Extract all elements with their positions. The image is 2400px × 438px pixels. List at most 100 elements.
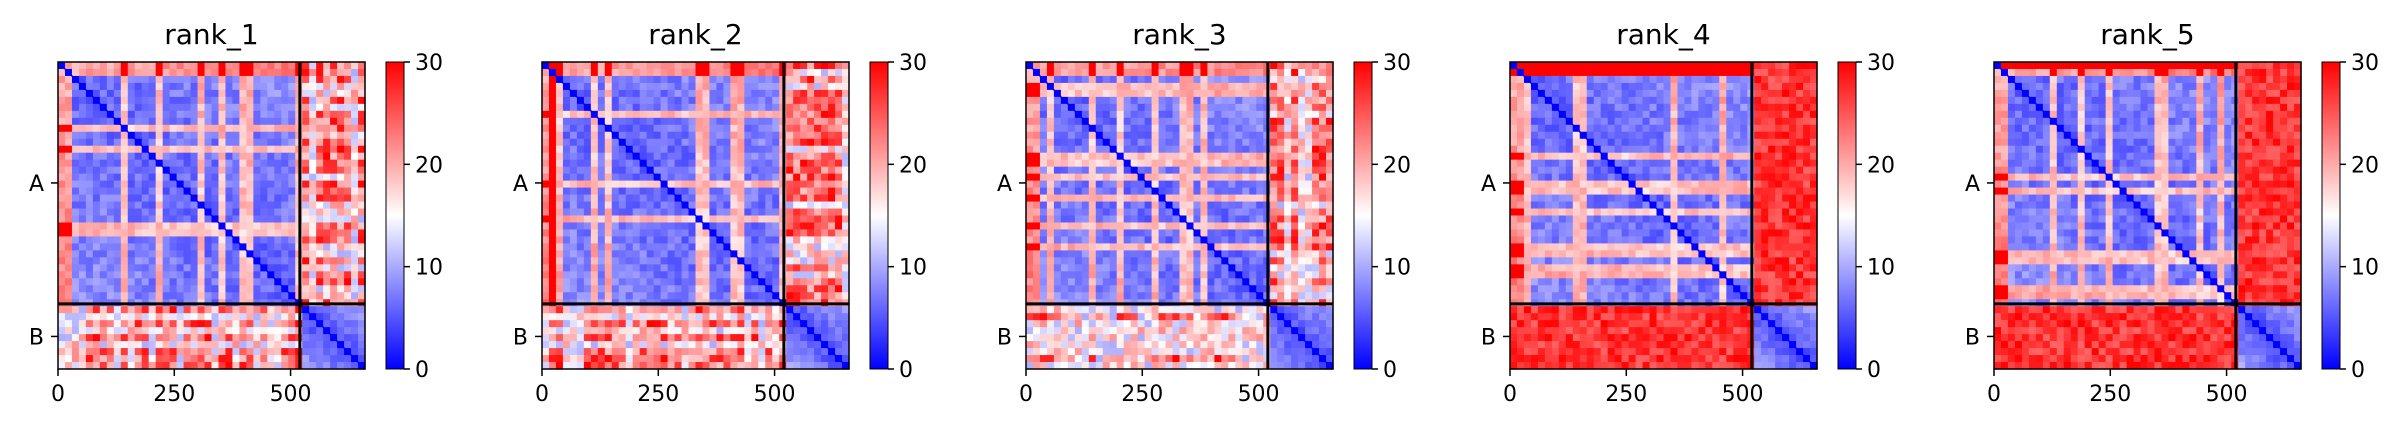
heatmap-cell bbox=[155, 341, 164, 349]
heatmap-cell bbox=[148, 82, 157, 91]
heatmap-cell bbox=[730, 138, 738, 147]
heatmap-cell bbox=[716, 187, 725, 196]
heatmap-cell bbox=[134, 341, 143, 349]
heatmap-cell bbox=[1151, 208, 1160, 217]
heatmap-cell bbox=[176, 313, 185, 321]
heatmap-cell bbox=[148, 110, 157, 119]
heatmap-cell bbox=[99, 306, 108, 314]
heatmap-cell bbox=[604, 348, 613, 356]
heatmap-cell bbox=[1158, 159, 1167, 168]
heatmap-cell bbox=[646, 229, 655, 238]
heatmap-cell bbox=[723, 271, 731, 279]
heatmap-cell bbox=[330, 110, 338, 119]
heatmap-cell bbox=[58, 334, 66, 342]
heatmap-cell bbox=[723, 306, 731, 314]
heatmap-cell bbox=[730, 327, 738, 335]
heatmap-cell bbox=[562, 138, 571, 147]
heatmap-cell bbox=[842, 208, 850, 217]
heatmap-cell bbox=[1088, 215, 1097, 224]
heatmap-cell bbox=[162, 124, 171, 133]
heatmap-cell bbox=[330, 180, 338, 189]
heatmap-cell bbox=[695, 187, 704, 196]
heatmap-cell bbox=[1221, 180, 1229, 189]
heatmap-cell bbox=[1123, 75, 1132, 84]
heatmap-cell bbox=[351, 222, 359, 231]
heatmap-cell bbox=[85, 166, 94, 175]
heatmap-cell bbox=[695, 334, 704, 342]
heatmap-cell bbox=[709, 82, 718, 91]
heatmap-cell bbox=[730, 334, 738, 342]
heatmap-cell bbox=[590, 341, 599, 349]
heatmap-cell bbox=[1130, 145, 1139, 154]
heatmap-cell bbox=[1228, 96, 1236, 105]
heatmap-cell bbox=[1116, 82, 1125, 91]
heatmap-cell bbox=[85, 264, 94, 272]
heatmap-cell bbox=[751, 355, 759, 363]
heatmap-cell bbox=[702, 173, 711, 182]
heatmap-cell bbox=[281, 103, 289, 112]
heatmap-cell bbox=[1116, 180, 1125, 189]
heatmap-cell bbox=[1207, 180, 1215, 189]
heatmap-cell bbox=[141, 62, 150, 70]
heatmap-cell bbox=[709, 264, 718, 272]
heatmap-cell bbox=[204, 131, 213, 140]
heatmap-cell bbox=[800, 110, 808, 119]
heatmap-cell bbox=[1151, 152, 1160, 161]
heatmap-cell bbox=[1060, 152, 1069, 161]
heatmap-cell bbox=[1242, 89, 1250, 98]
heatmap-cell bbox=[246, 355, 254, 363]
heatmap-cell bbox=[1039, 201, 1048, 210]
heatmap-cell bbox=[218, 103, 227, 112]
heatmap-cell bbox=[302, 250, 310, 258]
heatmap-cell bbox=[106, 159, 115, 168]
heatmap-cell bbox=[309, 334, 317, 342]
heatmap-cell bbox=[204, 166, 213, 175]
heatmap-cell bbox=[660, 306, 669, 314]
heatmap-cell bbox=[821, 96, 829, 105]
heatmap-cell bbox=[828, 320, 836, 328]
heatmap-cell bbox=[702, 82, 711, 91]
heatmap-cell bbox=[597, 152, 606, 161]
heatmap-cell bbox=[625, 348, 634, 356]
heatmap-cell bbox=[1249, 124, 1257, 133]
heatmap-cell bbox=[323, 89, 331, 98]
heatmap-cell bbox=[1319, 215, 1327, 224]
heatmap-cell bbox=[288, 138, 296, 147]
heatmap-cell bbox=[190, 264, 199, 272]
heatmap-cell bbox=[835, 278, 843, 286]
heatmap-cell bbox=[239, 362, 247, 370]
heatmap-cell bbox=[646, 306, 655, 314]
heatmap-cell bbox=[835, 250, 843, 258]
heatmap-cell bbox=[1242, 173, 1250, 182]
heatmap-cell bbox=[1186, 110, 1195, 119]
heatmap-cell bbox=[786, 124, 794, 133]
heatmap-cell bbox=[667, 243, 676, 251]
heatmap-cell bbox=[1032, 75, 1041, 84]
heatmap-cell bbox=[134, 306, 143, 314]
heatmap-cell bbox=[211, 271, 220, 279]
heatmap-cell bbox=[288, 68, 296, 77]
heatmap-cell bbox=[1165, 82, 1174, 91]
heatmap-cell bbox=[772, 131, 780, 140]
heatmap-cell bbox=[281, 166, 289, 175]
heatmap-cell bbox=[239, 166, 247, 175]
heatmap-cell bbox=[744, 292, 752, 300]
heatmap-cell bbox=[737, 68, 745, 77]
heatmap-cell bbox=[716, 271, 725, 279]
heatmap-cell bbox=[169, 187, 178, 196]
heatmap-cell bbox=[323, 124, 331, 133]
heatmap-cell bbox=[611, 75, 620, 84]
heatmap-cell bbox=[351, 75, 359, 84]
heatmap-cell bbox=[253, 75, 261, 84]
heatmap-cell bbox=[225, 257, 234, 265]
heatmap-cell bbox=[246, 82, 254, 91]
heatmap-cell bbox=[323, 208, 331, 217]
heatmap-cell bbox=[1291, 145, 1299, 154]
heatmap-cell bbox=[569, 145, 578, 154]
heatmap-cell bbox=[1312, 222, 1320, 231]
heatmap-cell bbox=[127, 166, 136, 175]
heatmap-cell bbox=[337, 278, 345, 286]
heatmap-cell bbox=[576, 285, 585, 293]
heatmap-cell bbox=[106, 334, 115, 342]
heatmap-cell bbox=[828, 110, 836, 119]
